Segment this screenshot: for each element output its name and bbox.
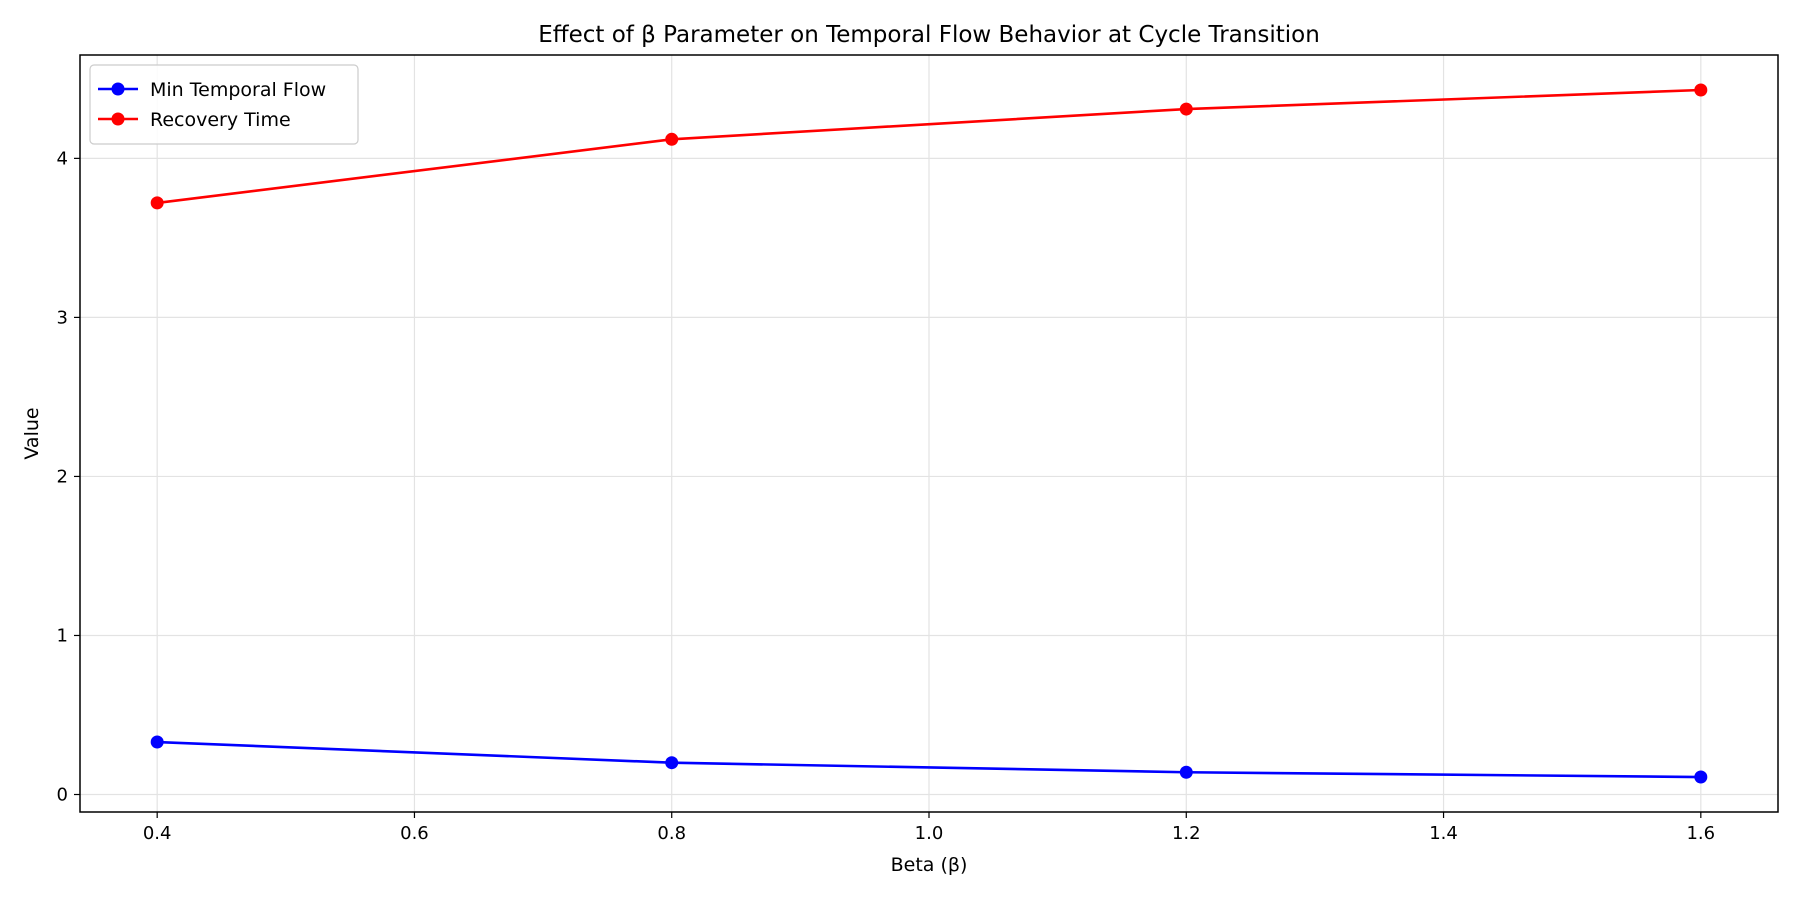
y-tick-label: 2	[57, 466, 68, 487]
data-point	[665, 132, 679, 146]
chart-title: Effect of β Parameter on Temporal Flow B…	[538, 22, 1320, 48]
data-point	[1694, 770, 1708, 784]
legend-item: Recovery Time	[98, 109, 291, 131]
y-tick-label: 1	[57, 625, 68, 646]
x-tick-label: 0.6	[400, 823, 429, 844]
axis-ticks: 0.4 0.6 0.8 1.0 1.2 1.4 1.6 0 1 2 3 4	[57, 148, 1716, 844]
data-point	[1694, 83, 1708, 97]
x-tick-label: 0.8	[657, 823, 686, 844]
series-min-temporal-flow	[150, 735, 1708, 784]
series-layer	[150, 83, 1708, 784]
x-tick-label: 1.6	[1686, 823, 1715, 844]
data-point	[1179, 765, 1193, 779]
legend-box	[89, 64, 359, 145]
x-tick-label: 1.4	[1429, 823, 1458, 844]
y-tick-label: 3	[57, 307, 68, 328]
legend-marker	[111, 112, 125, 126]
x-tick-label: 1.0	[915, 823, 944, 844]
y-tick-label: 4	[57, 148, 68, 169]
x-tick-label: 0.4	[143, 823, 172, 844]
x-axis-label: Beta (β)	[891, 854, 968, 876]
series-line	[157, 740, 1701, 779]
series-recovery-time	[150, 83, 1708, 210]
data-point	[150, 196, 164, 210]
legend-marker	[111, 82, 125, 96]
data-point	[150, 735, 164, 749]
y-tick-label: 0	[57, 785, 68, 806]
data-point	[1179, 102, 1193, 116]
legend: Min Temporal Flow Recovery Time	[89, 64, 359, 145]
series-line	[157, 88, 1701, 205]
legend-label: Recovery Time	[150, 109, 291, 131]
legend-item: Min Temporal Flow	[98, 79, 326, 101]
legend-label: Min Temporal Flow	[150, 79, 326, 101]
x-tick-label: 1.2	[1172, 823, 1201, 844]
grid	[80, 55, 1778, 812]
y-axis-label: Value	[21, 407, 43, 459]
data-point	[665, 756, 679, 770]
